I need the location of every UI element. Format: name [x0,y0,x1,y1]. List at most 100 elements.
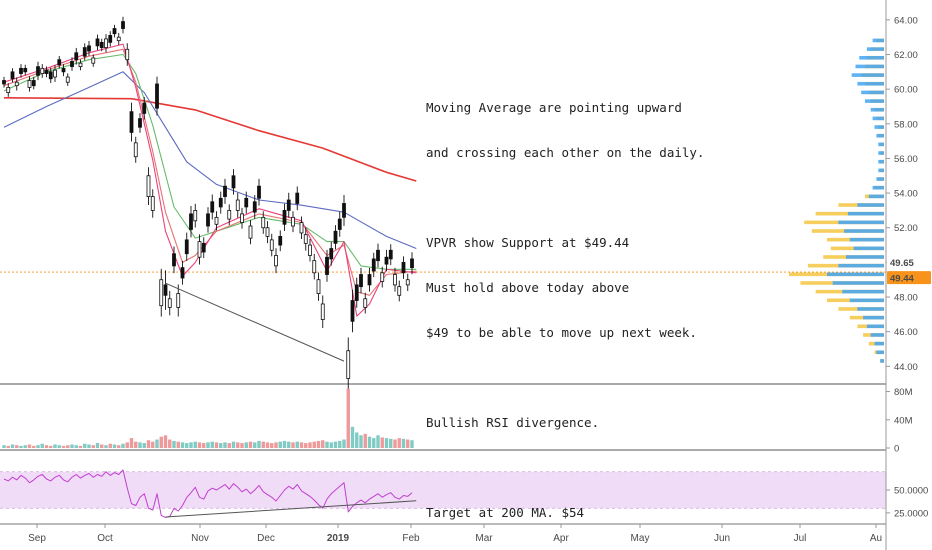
volume-bar [253,442,257,448]
rsi-layer [3,469,417,518]
volume-bar [142,443,146,448]
candle-body [252,201,257,213]
volume-tick-label: 80M [894,387,913,398]
candle-body [405,279,410,286]
volume-tick-label: 40M [894,415,913,426]
annotation-line: and crossing each other on the daily. [426,145,705,160]
volume-profile-bar [827,272,884,277]
price-trendline-layer [165,282,345,362]
volume-bar [227,443,231,448]
candle-body [346,350,351,379]
candle-body [316,279,321,294]
candle-body [180,267,185,279]
candle-body [248,225,253,239]
volume-bar [155,439,159,448]
volume-bar [367,436,372,448]
volume-bar [44,445,49,448]
moving-average-line-ma200 [3,97,417,182]
candle-body [295,192,300,204]
price-divergence-trendline [165,282,345,362]
volume-profile-bar [874,341,884,346]
annotation-line: VPVR show Support at $49.44 [426,235,630,250]
volume-bar [189,442,193,448]
candle-body [10,71,15,80]
annotation-line [426,460,704,475]
moving-average-line-ma5 [3,43,417,317]
volume-bar [185,443,189,448]
price-tick-label: 46.00 [894,327,918,338]
candle-body [36,66,40,76]
volume-bar [410,440,414,448]
candle-body [184,239,189,255]
volume-profile-bar [880,359,884,363]
rsi-tick-label: 25.0000 [894,508,928,519]
candle-body [189,213,193,230]
volume-profile-bar [870,107,884,112]
price-badge-label: 49.44 [890,274,914,285]
volume-profile-bar [832,281,884,285]
candle-body [388,249,393,260]
volume-bar [36,445,40,448]
candle-body [87,45,91,52]
volume-bar [2,445,6,448]
candle-body [312,260,317,274]
volume-bar [70,444,74,448]
candle-body [112,28,117,35]
candle-body [104,38,108,48]
candle-body [23,67,28,73]
volume-bar [202,443,206,448]
volume-profile-bar [849,298,884,303]
candle-body [74,52,79,61]
volume-profile-bar [870,333,884,337]
volume-profile-bar [876,133,884,138]
volume-profile-bar [853,246,884,251]
price-badge [887,271,931,285]
candle-body [274,255,278,267]
volume-bar [295,441,299,448]
candle-body [40,67,45,74]
volume-bar [397,438,401,448]
price-tick-label: 52.00 [894,223,918,234]
volume-bars [2,388,414,448]
volume-bar [134,441,138,448]
volume-profile-bar [872,185,884,190]
volume-bar [66,445,70,448]
candle-body [218,197,223,208]
volume-bar [372,438,376,448]
month-label: Nov [191,533,209,544]
candle-body [95,38,100,47]
volume-bar [380,437,384,448]
volume-profile-bar [838,263,884,268]
month-label: Au [870,533,882,544]
candle-body [6,87,11,94]
candle-body [333,230,338,244]
annotation-line [426,370,704,385]
rsi-divergence-trendline [165,500,417,518]
candle-body [380,272,385,282]
volume-bar [406,439,410,448]
volume-bar [291,442,295,448]
candle-body [214,216,219,225]
candle-body [197,241,202,258]
candle-body [342,203,346,218]
volume-bar [180,442,185,448]
month-label: Sep [28,533,46,544]
moving-average-line-ma20 [3,53,417,270]
annotation-line: Bullish RSI divergence. [426,415,600,430]
volume-bar [359,435,363,448]
volume-profile-bar [874,125,884,129]
volume-profile-bar [859,55,884,60]
candle-body [303,234,308,244]
volume-bar [172,440,176,448]
candlesticks [2,16,414,392]
volume-profile-bar [878,142,884,147]
volume-bar [104,445,108,448]
x-axis: Sep Oct Nov Dec 2019 Feb Mar Apr May Jun Jul Au [28,524,882,544]
volume-bar [40,443,44,448]
volume-profile-bar [876,177,884,181]
volume-profile-bar [851,73,884,77]
volume-bar [299,442,304,448]
candle-body [176,293,181,308]
candle-body [48,71,53,80]
